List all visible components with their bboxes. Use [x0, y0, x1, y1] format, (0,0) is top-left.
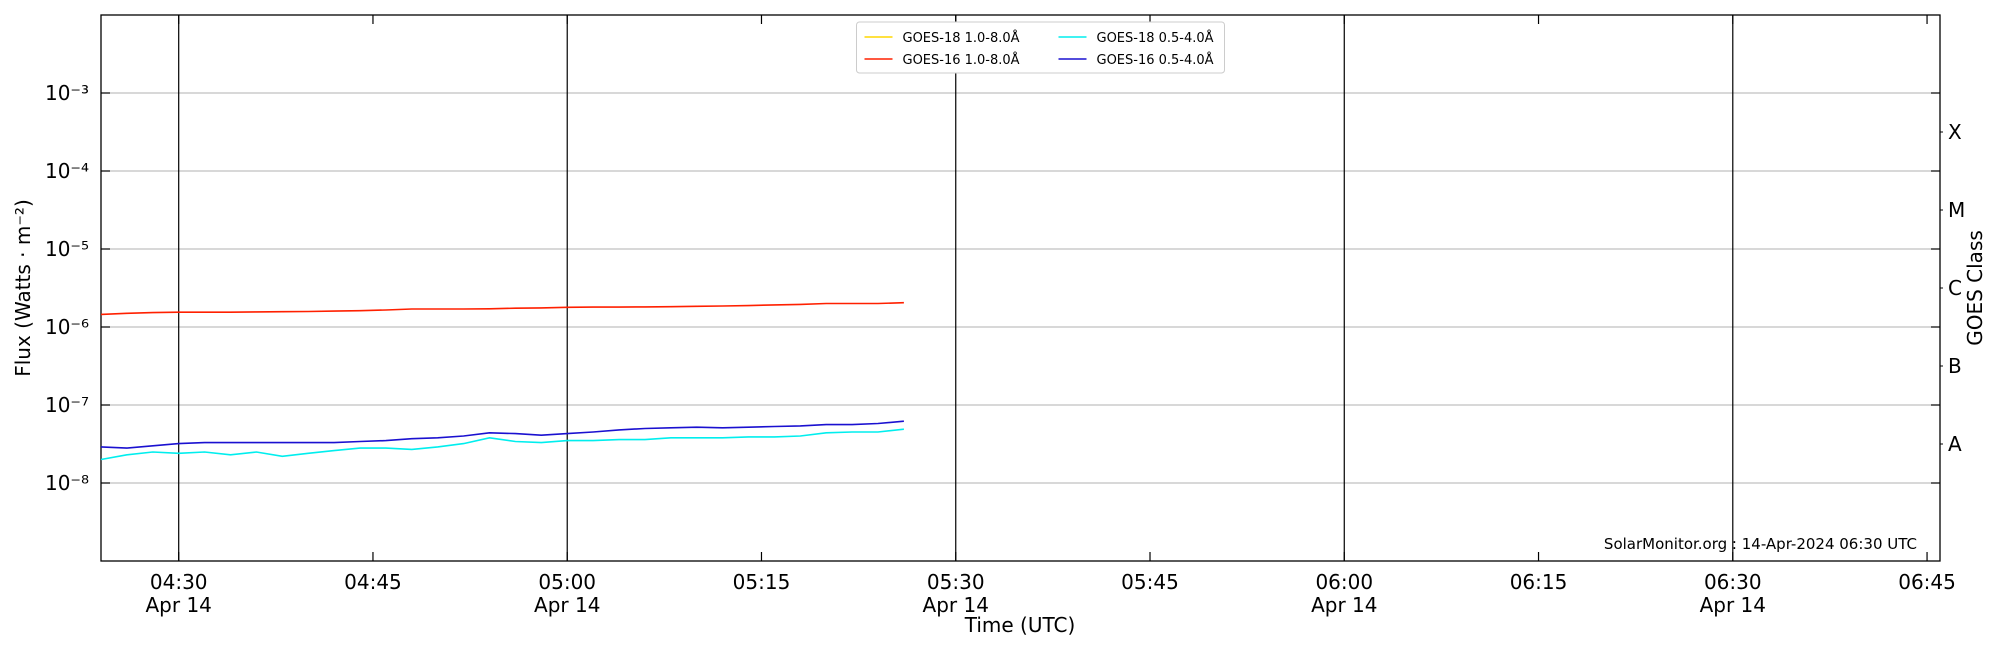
- x-tick-label: Apr 14: [1311, 593, 1377, 617]
- legend-frame: [856, 21, 1225, 74]
- y-tick-label: 10⁻³: [45, 81, 89, 105]
- x-tick-label: 04:45: [344, 570, 402, 594]
- y2-tick-label: C: [1948, 276, 1962, 300]
- y-tick-label: 10⁻⁸: [45, 471, 89, 495]
- x-tick-label: 06:15: [1510, 570, 1568, 594]
- x-tick-label: Apr 14: [146, 593, 212, 617]
- legend-label: GOES-16 0.5-4.0Å: [1097, 52, 1214, 68]
- x-tick-label: 06:45: [1898, 570, 1956, 594]
- y-tick-label: 10⁻⁵: [45, 237, 89, 261]
- plot-frame: [100, 14, 1941, 562]
- x-axis-label: Time (UTC): [964, 613, 1076, 637]
- legend: GOES-18 1.0-8.0Å GOES-16 1.0-8.0Å GOES-18 …: [856, 21, 1225, 74]
- x-tick-label: 05:45: [1121, 570, 1179, 594]
- legend-label: GOES-18 1.0-8.0Å: [903, 30, 1020, 46]
- x-tick-label: 05:00: [538, 570, 596, 594]
- y-tick-label: 10⁻⁷: [45, 393, 89, 417]
- x-tick-label: Apr 14: [534, 593, 600, 617]
- y2-tick-label: M: [1948, 198, 1965, 222]
- x-tick-label: 06:30: [1704, 570, 1762, 594]
- x-tick-label: 05:30: [927, 570, 985, 594]
- y-axis-label: Flux (Watts · m⁻²): [11, 199, 35, 377]
- y-tick-label: 10⁻⁶: [45, 315, 89, 339]
- series-line: [100, 420, 904, 449]
- y-tick-label: 10⁻⁴: [45, 159, 89, 183]
- x-tick-label: 04:30: [150, 570, 208, 594]
- x-tick-label: Apr 14: [1700, 593, 1766, 617]
- legend-label: GOES-18 0.5-4.0Å: [1097, 30, 1214, 46]
- y2-tick-label: B: [1948, 354, 1962, 378]
- series-line: [100, 301, 904, 316]
- x-tick-label: 06:00: [1315, 570, 1373, 594]
- legend-label: GOES-16 1.0-8.0Å: [903, 52, 1020, 68]
- annotation: SolarMonitor.org : 14-Apr-2024 06:30 UTC: [1604, 535, 1917, 553]
- series-line: [100, 428, 904, 461]
- x-tick-label: Apr 14: [923, 593, 989, 617]
- x-tick-label: 05:15: [733, 570, 791, 594]
- y2-tick-label: X: [1948, 120, 1962, 144]
- y2-tick-label: A: [1948, 432, 1962, 456]
- y2-axis-label: GOES Class: [1963, 230, 1987, 346]
